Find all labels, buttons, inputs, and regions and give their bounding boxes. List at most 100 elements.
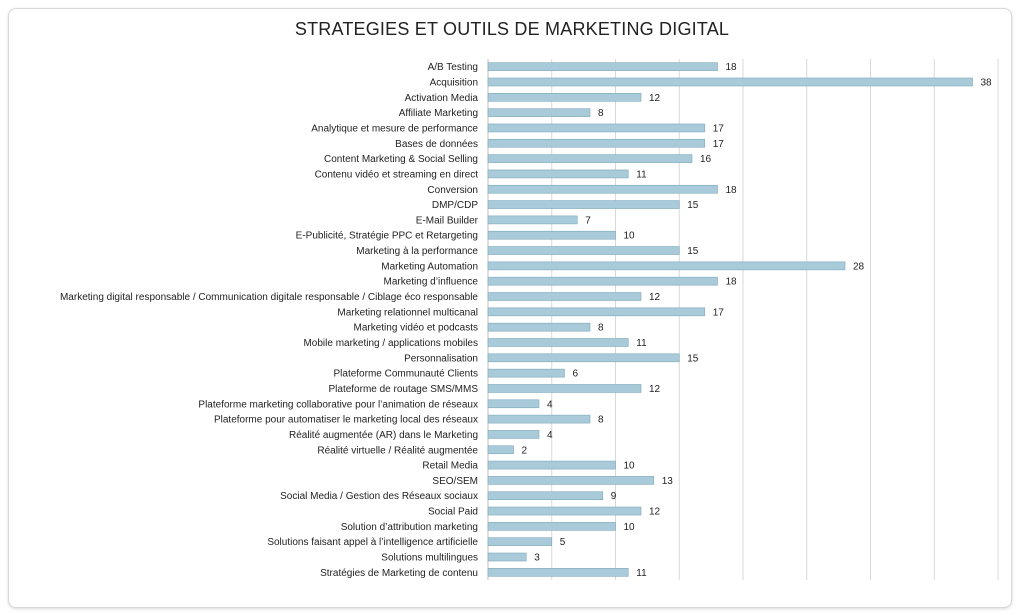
value-label: 8 xyxy=(598,415,604,426)
bar xyxy=(487,506,642,516)
bar xyxy=(487,62,718,71)
category-label: Social Paid xyxy=(428,507,478,518)
value-label: 12 xyxy=(649,93,661,104)
bar xyxy=(487,552,527,562)
value-label: 17 xyxy=(713,139,725,150)
category-label: Acquisition xyxy=(430,77,478,88)
value-label: 8 xyxy=(598,108,604,119)
chart-title: STRATEGIES ET OUTILS DE MARKETING DIGITA… xyxy=(294,19,730,39)
category-label: Analytique et mesure de performance xyxy=(311,123,478,134)
value-label: 28 xyxy=(853,261,865,272)
value-label: 10 xyxy=(624,461,636,472)
bar xyxy=(487,307,706,317)
value-label: 10 xyxy=(624,522,636,533)
category-label: Retail Media xyxy=(422,461,478,472)
value-label: 18 xyxy=(726,62,738,73)
value-label: 3 xyxy=(534,553,540,564)
value-label: 17 xyxy=(713,307,725,318)
category-label: Marketing digital responsable / Communic… xyxy=(60,292,478,303)
category-label: Réalité augmentée (AR) dans le Marketing xyxy=(289,430,478,441)
value-label: 15 xyxy=(687,246,699,257)
bar xyxy=(487,491,604,501)
bar xyxy=(487,368,565,378)
bar xyxy=(487,276,718,286)
value-label: 38 xyxy=(981,77,993,88)
category-label: Réalité virtuelle / Réalité augmentée xyxy=(317,445,478,456)
bar xyxy=(487,414,591,424)
category-label: Plateforme Communauté Clients xyxy=(333,369,478,380)
bar xyxy=(487,230,616,240)
value-label: 2 xyxy=(522,445,528,456)
category-label: Bases de données xyxy=(395,139,478,150)
value-label: 9 xyxy=(611,491,617,502)
bar xyxy=(487,77,973,87)
category-label: Contenu vidéo et streaming en direct xyxy=(315,169,479,180)
bar xyxy=(487,108,591,117)
value-label: 18 xyxy=(726,277,738,288)
value-label: 15 xyxy=(687,200,699,211)
value-label: 11 xyxy=(636,169,647,180)
value-label: 10 xyxy=(624,231,636,242)
value-label: 12 xyxy=(649,507,661,518)
bar xyxy=(487,430,540,439)
value-label: 16 xyxy=(700,154,712,165)
value-label: 6 xyxy=(573,369,579,380)
category-label: Affiliate Marketing xyxy=(399,108,478,119)
bar xyxy=(487,338,629,347)
bar xyxy=(487,322,591,332)
value-label: 17 xyxy=(713,123,725,134)
bar xyxy=(487,215,578,225)
bar xyxy=(487,476,655,485)
bar xyxy=(487,246,680,255)
bar xyxy=(487,384,642,393)
bar xyxy=(487,522,616,531)
category-label: Solutions faisant appel à l’intelligence… xyxy=(267,537,478,548)
category-label: Marketing Automation xyxy=(381,261,478,272)
category-label: DMP/CDP xyxy=(432,200,478,211)
category-label: Marketing d’influence xyxy=(384,277,479,288)
category-label: Social Media / Gestion des Réseaux socia… xyxy=(280,491,478,502)
category-label: Mobile marketing / applications mobiles xyxy=(303,338,478,349)
bar xyxy=(487,445,514,455)
bar xyxy=(487,200,680,209)
category-label: SEO/SEM xyxy=(432,476,478,487)
bar xyxy=(487,399,540,409)
category-label: E-Mail Builder xyxy=(416,215,479,226)
bar xyxy=(487,292,642,301)
bar xyxy=(487,169,629,179)
bar xyxy=(487,353,680,363)
category-label: Personnalisation xyxy=(404,353,478,364)
category-label: Plateforme pour automatiser le marketing… xyxy=(214,415,478,426)
category-label: Plateforme marketing collaborative pour … xyxy=(198,399,478,410)
bar xyxy=(487,568,629,577)
value-label: 13 xyxy=(662,476,674,487)
bar xyxy=(487,138,706,148)
category-label: Marketing vidéo et podcasts xyxy=(353,323,478,334)
bar xyxy=(487,261,846,271)
category-label: Stratégies de Marketing de contenu xyxy=(320,568,478,579)
value-label: 4 xyxy=(547,399,553,410)
category-label: Solution d’attribution marketing xyxy=(341,522,478,533)
category-label: Solutions multilingues xyxy=(381,553,478,564)
value-label: 7 xyxy=(585,215,591,226)
category-label: A/B Testing xyxy=(428,62,478,73)
bar xyxy=(487,93,642,102)
value-label: 11 xyxy=(636,338,647,349)
value-label: 5 xyxy=(560,537,566,548)
bar xyxy=(487,154,693,163)
value-label: 18 xyxy=(726,185,738,196)
value-label: 4 xyxy=(547,430,553,441)
value-label: 12 xyxy=(649,292,661,303)
category-label: E-Publicité, Stratégie PPC et Retargetin… xyxy=(296,231,478,242)
value-label: 12 xyxy=(649,384,661,395)
bar xyxy=(487,123,706,133)
category-label: Plateforme de routage SMS/MMS xyxy=(328,384,478,395)
category-label: Content Marketing & Social Selling xyxy=(324,154,478,165)
value-label: 8 xyxy=(598,323,604,334)
value-label: 15 xyxy=(687,353,699,364)
bar xyxy=(487,460,616,470)
category-label: Conversion xyxy=(427,185,478,196)
bar xyxy=(487,184,718,194)
value-label: 11 xyxy=(636,568,647,579)
